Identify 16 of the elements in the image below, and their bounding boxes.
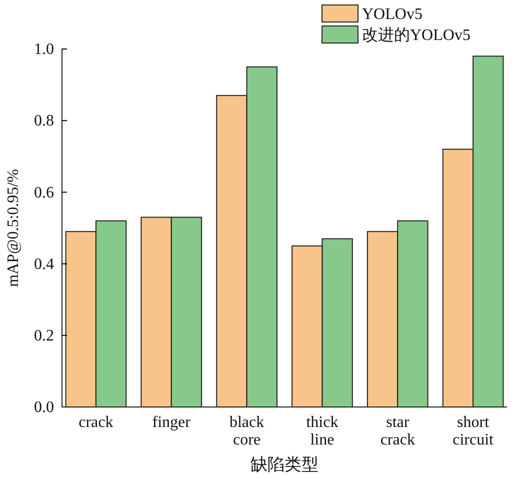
legend-label: 改进的YOLOv5	[362, 26, 470, 44]
y-tick-label: 1.0	[34, 41, 54, 58]
y-tick-label: 0.4	[34, 256, 54, 273]
x-tick-label: finger	[152, 414, 192, 431]
y-tick-label: 0.8	[34, 112, 54, 130]
y-tick-label: 0.0	[34, 399, 54, 416]
x-tick-label: star crack	[380, 414, 415, 449]
y-axis-title: mAP@0.5:0.95/%	[5, 169, 22, 287]
x-tick-label: black core	[229, 414, 264, 449]
y-tick-label: 0.2	[34, 328, 54, 345]
legend-label: YOLOv5	[362, 6, 422, 23]
x-axis-title: 缺陷类型	[250, 455, 318, 474]
y-tick-label: 0.6	[34, 184, 54, 202]
x-tick-label: crack	[78, 414, 114, 431]
x-tick-label: short circuit	[452, 414, 494, 449]
x-tick-label: thick line	[306, 414, 338, 449]
